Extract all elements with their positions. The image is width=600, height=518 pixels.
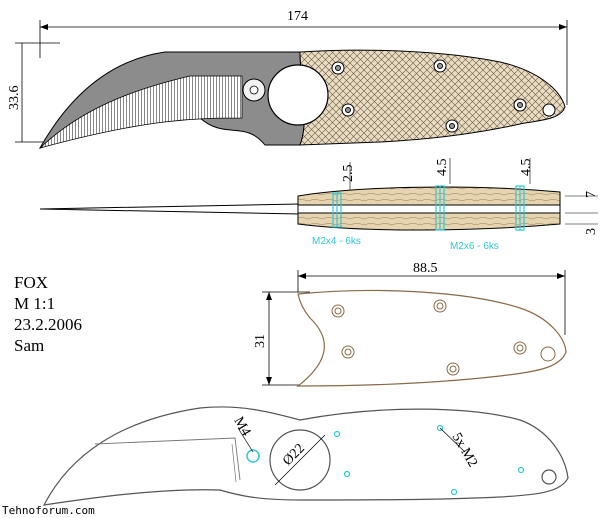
dim-scale-length: 88.5 — [413, 261, 438, 276]
dim-scale-height: 31 — [253, 334, 268, 348]
pivot-hole-outline — [246, 449, 260, 463]
dim-liner-thickness: 3 — [584, 228, 599, 235]
dim-thickness-c: 4.5 — [519, 159, 534, 177]
m2-holes — [333, 424, 525, 496]
lanyard-hole-outline — [541, 469, 557, 485]
drawing-scale: M 1:1 — [14, 294, 56, 313]
drawing-date: 23.2.2006 — [14, 315, 82, 334]
site-watermark: Tehnoforum.com — [2, 504, 95, 517]
blade-edge-grind — [39, 75, 243, 149]
knife-name: FOX — [14, 273, 49, 292]
drawing-author: Sam — [14, 336, 45, 355]
blade-outline-view: Ø22 M4 5x M2 — [42, 406, 569, 506]
scale-outline-view: 88.5 31 — [253, 261, 567, 387]
blade-spine — [39, 203, 301, 215]
lanyard-hole — [542, 103, 556, 117]
finger-ring — [267, 64, 329, 126]
lower-scale — [297, 212, 561, 231]
knife-side-view: 174 33.6 — [7, 9, 568, 149]
handle-screws — [331, 59, 527, 133]
dim-scale-thickness: 7 — [584, 191, 599, 198]
pivot-hole — [249, 85, 259, 95]
dim-thickness-b: 4.5 — [435, 159, 450, 177]
dim-thickness-a: 2.5 — [341, 165, 356, 183]
grind-line — [94, 437, 241, 481]
cross-screws — [332, 185, 525, 231]
upper-scale — [297, 186, 561, 206]
scale-screw-holes — [331, 299, 556, 376]
label-screws-long: M2x6 - 6ks — [450, 241, 499, 252]
handle-scale — [299, 49, 566, 146]
knife-top-view: 2.5 4.5 4.5 7 3 M2x4 - 6ks M2x6 - 6ks — [39, 158, 599, 252]
scale-outline — [296, 289, 567, 387]
label-screws-short: M2x4 - 6ks — [312, 236, 361, 247]
dim-blade-height: 33.6 — [7, 86, 22, 111]
dim-overall-length: 174 — [287, 9, 308, 24]
